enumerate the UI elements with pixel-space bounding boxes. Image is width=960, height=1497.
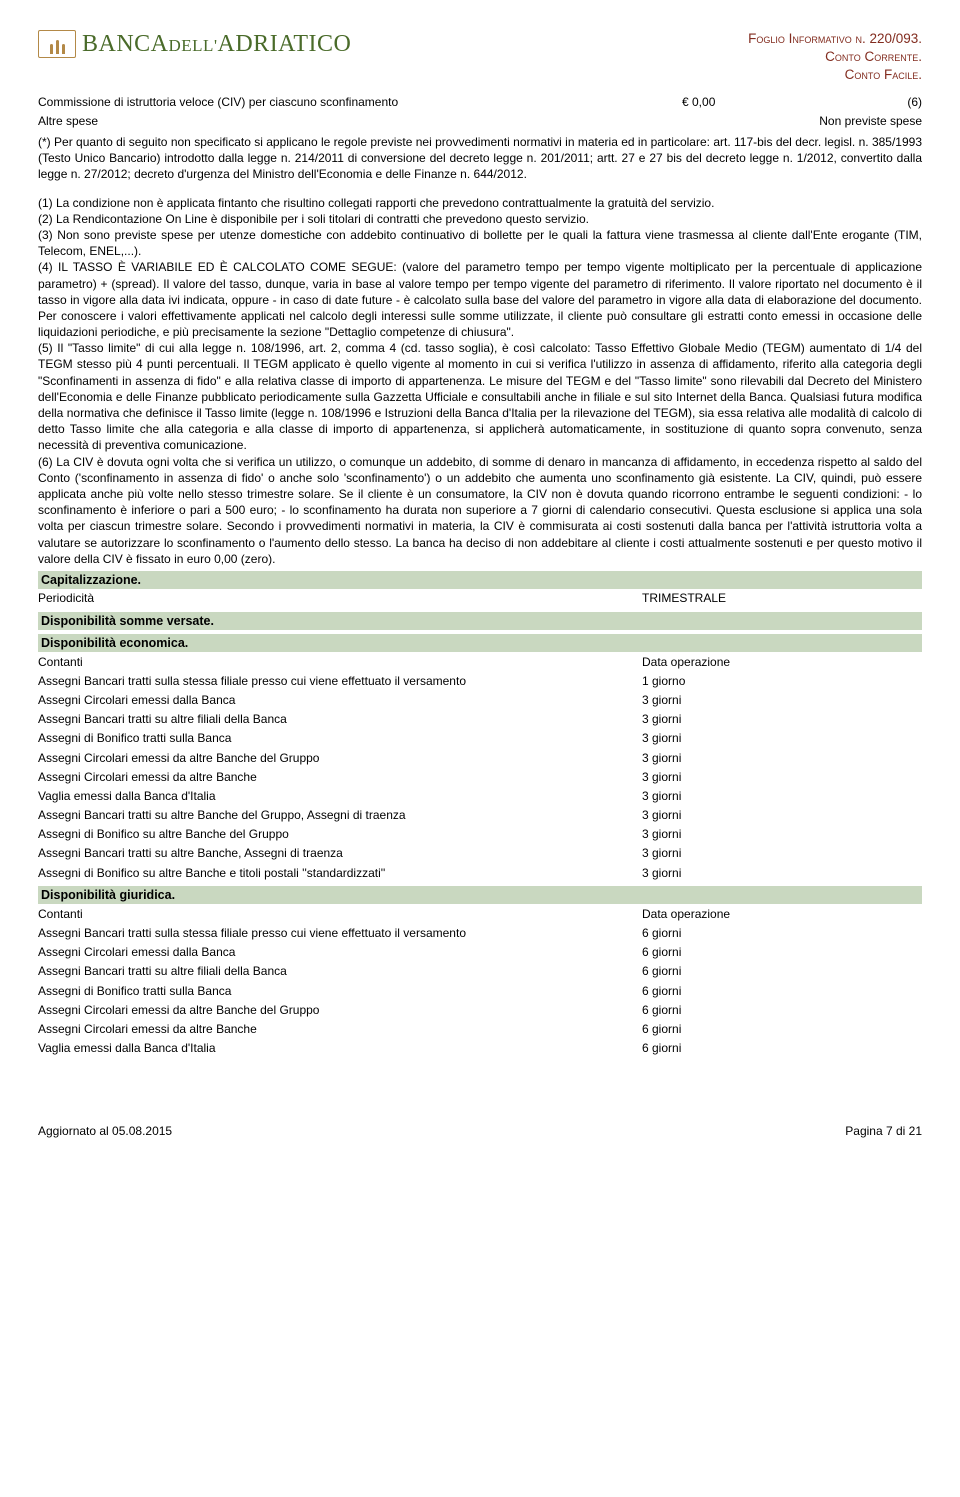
row-value: Data operazione (622, 654, 922, 670)
page-footer: Aggiornato al 05.08.2015 Pagina 7 di 21 (38, 1118, 922, 1138)
table-row: Contanti Data operazione (38, 652, 922, 671)
row-label: Assegni di Bonifico su altre Banche del … (38, 826, 508, 842)
row-label: Vaglia emessi dalla Banca d'Italia (38, 1040, 508, 1056)
section-heading: Disponibilità economica. (38, 634, 922, 652)
row-label: Assegni Circolari emessi da altre Banche… (38, 750, 508, 766)
row-value: 3 giorni (622, 692, 922, 708)
row-label: Vaglia emessi dalla Banca d'Italia (38, 788, 508, 804)
table-row: Assegni Bancari tratti su altre filiali … (38, 710, 922, 729)
row-label: Assegni di Bonifico tratti sulla Banca (38, 730, 508, 746)
table-row: Assegni di Bonifico su altre Banche e ti… (38, 863, 922, 882)
row-value: 6 giorni (622, 925, 922, 941)
table-row: Periodicità TRIMESTRALE (38, 589, 922, 608)
row-value: 6 giorni (622, 1040, 922, 1056)
footer-date: Aggiornato al 05.08.2015 (38, 1124, 172, 1138)
row-label: Contanti (38, 906, 508, 922)
row-label: Assegni Circolari emessi da altre Banche (38, 769, 508, 785)
table-row: Assegni Circolari emessi da altre Banche… (38, 1019, 922, 1038)
table-row: Assegni Bancari tratti su altre Banche d… (38, 806, 922, 825)
table-row: Assegni di Bonifico su altre Banche del … (38, 825, 922, 844)
table-row: Assegni di Bonifico tratti sulla Banca 3 … (38, 729, 922, 748)
note-paragraph: (5) Il "Tasso limite" di cui alla legge … (38, 340, 922, 453)
row-value: 3 giorni (622, 730, 922, 746)
section-heading: Disponibilità somme versate. (38, 612, 922, 630)
table-row: Assegni Bancari tratti su altre filiali … (38, 962, 922, 981)
doc-title-line1: Foglio Informativo n. 220/093. (748, 30, 922, 48)
row-value: 1 giorno (622, 673, 922, 689)
table-row: Vaglia emessi dalla Banca d'Italia 3 gior… (38, 786, 922, 805)
note-paragraph: (2) La Rendicontazione On Line è disponi… (38, 211, 922, 227)
doc-title-block: Foglio Informativo n. 220/093. Conto Cor… (748, 30, 922, 85)
note-paragraph: (1) La condizione non è applicata fintan… (38, 195, 922, 211)
row-value: 3 giorni (622, 845, 922, 861)
row-label: Contanti (38, 654, 508, 670)
row-label: Periodicità (38, 590, 508, 606)
row-label: Assegni Bancari tratti su altre filiali … (38, 711, 508, 727)
top-rows: Commissione di istruttoria veloce (CIV) … (38, 93, 922, 131)
row-value: 6 giorni (622, 1002, 922, 1018)
logo-word1: BANCA (82, 31, 169, 57)
table-row: Assegni Bancari tratti su altre Banche, … (38, 844, 922, 863)
row-label: Assegni Bancari tratti su altre filiali … (38, 963, 508, 979)
row-label: Assegni Circolari emessi da altre Banche… (38, 1002, 508, 1018)
note-paragraph: (6) La CIV è dovuta ogni volta che si ve… (38, 454, 922, 567)
footer-page: Pagina 7 di 21 (845, 1124, 922, 1138)
row-label: Assegni di Bonifico tratti sulla Banca (38, 983, 508, 999)
table-row: Vaglia emessi dalla Banca d'Italia 6 gior… (38, 1039, 922, 1058)
row-value: Data operazione (622, 906, 922, 922)
fee-value: Non previste spese (799, 113, 922, 129)
table-row: Assegni Circolari emessi da altre Banche… (38, 748, 922, 767)
table-row: Assegni Circolari emessi dalla Banca 6 gi… (38, 943, 922, 962)
preamble-text: (*) Per quanto di seguito non specificat… (38, 134, 922, 183)
table-row: Contanti Data operazione (38, 904, 922, 923)
row-value: 6 giorni (622, 1021, 922, 1037)
page: BANCADELL'ADRIATICO Foglio Informativo n… (0, 0, 960, 1158)
row-value: 6 giorni (622, 944, 922, 960)
row-value: 6 giorni (622, 963, 922, 979)
fee-value: € 0,00(6) (662, 94, 922, 110)
table-row: Assegni Circolari emessi da altre Banche… (38, 767, 922, 786)
row-value: 6 giorni (622, 983, 922, 999)
fee-row: Altre speseNon previste spese (38, 112, 922, 131)
doc-title-line3: Conto Facile. (748, 66, 922, 84)
row-value: 3 giorni (622, 788, 922, 804)
fee-row: Commissione di istruttoria veloce (CIV) … (38, 93, 922, 112)
logo-text: BANCADELL'ADRIATICO (82, 31, 351, 58)
row-value: TRIMESTRALE (622, 590, 922, 606)
row-value: 3 giorni (622, 826, 922, 842)
row-value: 3 giorni (622, 865, 922, 881)
row-label: Assegni Bancari tratti su altre Banche, … (38, 845, 508, 861)
page-header: BANCADELL'ADRIATICO Foglio Informativo n… (38, 30, 922, 85)
section-heading: Disponibilità giuridica. (38, 886, 922, 904)
row-label: Assegni Bancari tratti sulla stessa fili… (38, 673, 508, 689)
row-label: Assegni Bancari tratti sulla stessa fili… (38, 925, 508, 941)
logo-icon (38, 30, 76, 58)
section-heading: Capitalizzazione. (38, 571, 922, 589)
row-label: Assegni Circolari emessi da altre Banche (38, 1021, 508, 1037)
fee-label: Commissione di istruttoria veloce (CIV) … (38, 94, 662, 110)
fee-label: Altre spese (38, 113, 799, 129)
table-row: Assegni Bancari tratti sulla stessa fili… (38, 924, 922, 943)
logo-word2: DELL' (169, 36, 218, 55)
note-paragraph: (3) Non sono previste spese per utenze d… (38, 227, 922, 259)
table-row: Assegni Bancari tratti sulla stessa fili… (38, 671, 922, 690)
row-label: Assegni Bancari tratti su altre Banche d… (38, 807, 508, 823)
sections: Capitalizzazione.Periodicità TRIMESTRALE D… (38, 571, 922, 1058)
row-value: 3 giorni (622, 750, 922, 766)
table-row: Assegni di Bonifico tratti sulla Banca 6 … (38, 981, 922, 1000)
note-paragraph: (4) IL TASSO È VARIABILE ED È CALCOLATO … (38, 259, 922, 340)
row-value: 3 giorni (622, 807, 922, 823)
row-label: Assegni Circolari emessi dalla Banca (38, 944, 508, 960)
row-value: 3 giorni (622, 769, 922, 785)
table-row: Assegni Circolari emessi dalla Banca 3 gi… (38, 690, 922, 709)
bank-logo: BANCADELL'ADRIATICO (38, 30, 351, 58)
notes-block: (1) La condizione non è applicata fintan… (38, 195, 922, 567)
row-label: Assegni Circolari emessi dalla Banca (38, 692, 508, 708)
logo-word3: ADRIATICO (218, 31, 352, 57)
row-label: Assegni di Bonifico su altre Banche e ti… (38, 865, 508, 881)
row-value: 3 giorni (622, 711, 922, 727)
doc-title-line2: Conto Corrente. (748, 48, 922, 66)
table-row: Assegni Circolari emessi da altre Banche… (38, 1000, 922, 1019)
